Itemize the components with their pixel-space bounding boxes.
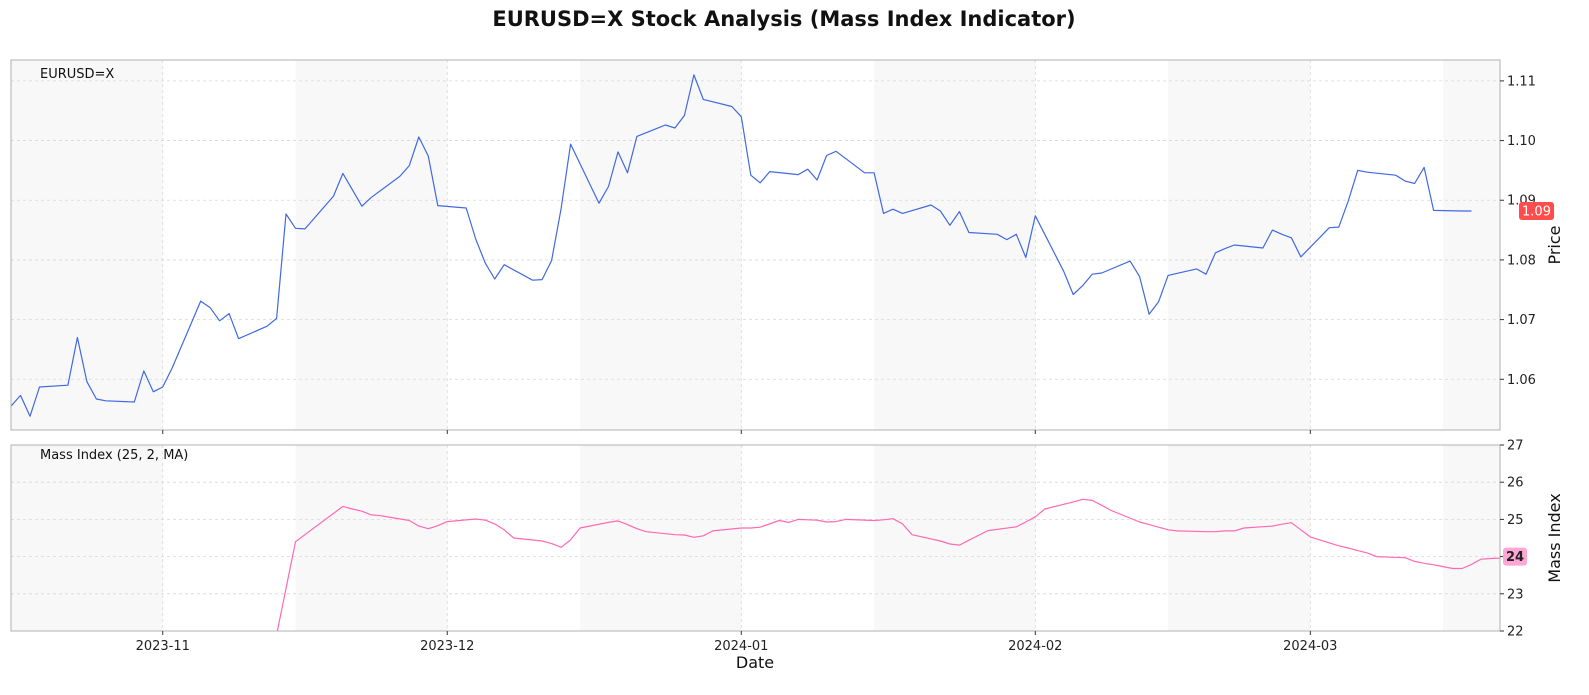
shade-band-0-3 [874,60,1036,430]
ytick-label-0-0: 1.06 [1507,373,1536,388]
date-axis-label: Date [736,653,774,672]
shade-band-1-3 [874,445,1036,631]
panel-frames [10,59,1501,632]
shade-band-1-5 [1443,445,1500,631]
panel-frame-0 [10,59,1501,431]
price-line-0 [11,74,1472,417]
shade-band-0-2 [580,60,742,430]
xtick-label-2: 2024-01 [714,639,768,654]
ytick-label-0-2: 1.08 [1507,253,1536,268]
mass-index-line-0 [276,498,1500,631]
price-last-badge [1519,201,1554,220]
last-value-badges: 1.09 24 [1503,201,1554,566]
ytick-label-1-4: 26 [1507,476,1524,491]
mass-index-last-badge [1503,547,1527,566]
axis-labels: EURUSD=X Mass Index (25, 2, MA) Price Ma… [40,67,1564,672]
price-last-value: 1.09 [1522,204,1551,219]
mass-index-last-value: 24 [1506,550,1524,565]
ytick-label-0-1: 1.07 [1507,313,1536,328]
mass-index-axis-label: Mass Index [1545,493,1564,582]
xtick-label-4: 2024-03 [1283,639,1337,654]
shade-band-1-0 [11,445,163,631]
shade-band-1-4 [1168,445,1311,631]
background-bands [11,60,1500,631]
chart-title: EURUSD=X Stock Analysis (Mass Index Indi… [492,7,1075,31]
xtick-label-1: 2023-12 [420,639,474,654]
xtick-label-0: 2023-11 [136,639,190,654]
shade-band-1-1 [295,445,448,631]
shade-band-0-0 [11,60,163,430]
ytick-label-0-4: 1.10 [1507,134,1536,149]
ytick-label-1-0: 22 [1507,625,1524,640]
shade-band-1-2 [580,445,742,631]
shade-band-0-1 [295,60,448,430]
xtick-label-3: 2024-02 [1008,639,1062,654]
mass-index-legend-label: Mass Index (25, 2, MA) [40,448,188,463]
panel-frame-1 [10,444,1501,632]
ytick-label-1-3: 25 [1507,513,1524,528]
tick-labels: 1.061.071.081.091.101.112223242526272023… [136,74,1536,654]
ytick-label-1-1: 23 [1507,587,1524,602]
price-axis-label: Price [1545,225,1564,264]
ytick-label-0-5: 1.11 [1507,74,1536,89]
series-lines [11,74,1500,631]
price-legend-label: EURUSD=X [40,67,114,82]
shade-band-0-5 [1443,60,1500,430]
ytick-label-1-5: 27 [1507,439,1524,454]
gridlines [11,60,1500,631]
